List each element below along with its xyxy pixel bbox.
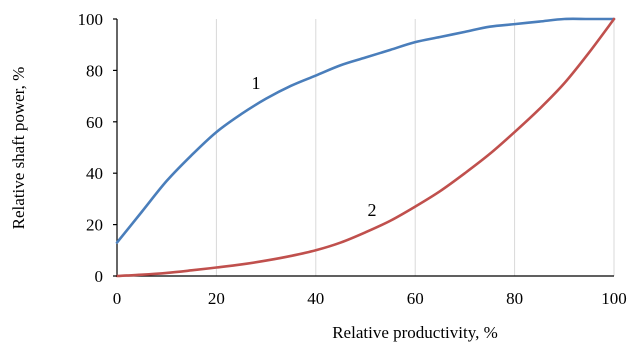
series-line-1 <box>117 19 614 243</box>
curve-label-1: 1 <box>252 73 261 93</box>
tick-labels: 0 20 40 60 80 100 0 20 40 60 80 100 <box>78 10 627 308</box>
x-tick-label: 40 <box>307 289 324 308</box>
y-axis-title: Relative shaft power, % <box>9 67 28 230</box>
x-tick-label: 60 <box>407 289 424 308</box>
x-tick-label: 20 <box>208 289 225 308</box>
y-tick-label: 20 <box>86 216 103 235</box>
y-tick-label: 60 <box>86 113 103 132</box>
y-tick-label: 0 <box>95 267 104 286</box>
x-tick-label: 0 <box>113 289 122 308</box>
x-axis-title: Relative productivity, % <box>332 323 498 342</box>
y-tick-label: 80 <box>86 61 103 80</box>
y-tick-label: 40 <box>86 164 103 183</box>
series-layer <box>117 19 614 276</box>
x-tick-label: 100 <box>601 289 627 308</box>
y-tick-label: 100 <box>78 10 104 29</box>
x-tick-label: 80 <box>506 289 523 308</box>
grid-layer <box>216 19 614 276</box>
curve-label-2: 2 <box>368 200 377 220</box>
